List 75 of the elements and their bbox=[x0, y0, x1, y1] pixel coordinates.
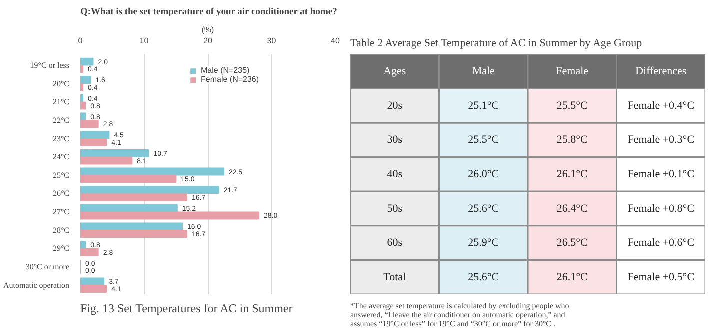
bar bbox=[80, 65, 84, 74]
data-label: 25.9°C bbox=[468, 237, 500, 250]
data-label: 25.6°C bbox=[468, 202, 500, 215]
data-label: Female +0.4°C bbox=[628, 100, 695, 112]
bar bbox=[80, 186, 220, 194]
data-label: 25.1°C bbox=[468, 100, 500, 112]
y-tick-label: 23°C bbox=[52, 134, 70, 144]
y-tick-label: 24°C bbox=[52, 152, 70, 162]
data-label: Female +0.8°C bbox=[628, 202, 695, 215]
bar bbox=[80, 94, 84, 102]
text: *The average set temperature is calculated by excluding people who answered, “I leave the air conditioner on automatic operation,” and assumes “19°C or less” for 19°C and “30°C or more” for 30°C . bbox=[350, 302, 570, 328]
data-label: 26.1°C bbox=[556, 168, 588, 180]
data-label: 26.4°C bbox=[556, 202, 588, 215]
bar bbox=[80, 58, 94, 66]
y-tick-label: 40s bbox=[387, 168, 403, 180]
bar bbox=[80, 175, 177, 184]
bar bbox=[80, 241, 86, 250]
legend-label: Male (N=235) bbox=[201, 66, 250, 75]
data-label: 25.5°C bbox=[468, 134, 500, 146]
caption: Fig. 13 Set Temperatures for AC in Summer bbox=[80, 302, 293, 316]
y-tick-label: 30s bbox=[387, 134, 403, 146]
x-tick-label: Female bbox=[556, 66, 589, 78]
y-tick-label: 19°C or less bbox=[30, 60, 70, 70]
bar bbox=[80, 278, 105, 286]
bar bbox=[80, 168, 224, 176]
chart-title: Q:What is the set temperature of your air conditioner at home? bbox=[80, 8, 338, 18]
y-tick-label: 60s bbox=[387, 237, 403, 250]
y-axis-title: Ages bbox=[384, 66, 406, 78]
bar bbox=[80, 131, 110, 140]
y-tick-label: 29°C bbox=[52, 244, 70, 254]
bar bbox=[80, 222, 183, 231]
y-tick-label: 20°C bbox=[52, 79, 70, 88]
bar bbox=[80, 102, 86, 110]
data-label: 26.5°C bbox=[556, 237, 588, 250]
y-tick-label: 50s bbox=[387, 202, 403, 215]
x-axis-title: (%) bbox=[202, 26, 215, 34]
x-tick-label: Male bbox=[472, 66, 496, 78]
y-tick-label: 20s bbox=[387, 100, 403, 112]
y-tick-label: 22°C bbox=[52, 116, 70, 125]
x-tick-label: 0 bbox=[78, 36, 84, 46]
bar bbox=[80, 138, 108, 146]
x-tick-label: 10 bbox=[140, 36, 150, 46]
data-label: 26.0°C bbox=[468, 168, 500, 180]
x-tick-label: 20 bbox=[204, 36, 213, 46]
y-tick-label: 25°C bbox=[52, 170, 70, 180]
y-tick-label: 30°C or more bbox=[26, 262, 70, 272]
data-label: Female +0.3°C bbox=[628, 134, 695, 146]
data-label: Female +0.6°C bbox=[628, 237, 695, 250]
data-label: 25.6°C bbox=[468, 271, 500, 284]
y-tick-label: 27°C bbox=[52, 208, 70, 217]
bar bbox=[80, 120, 99, 128]
y-tick-label: 28°C bbox=[52, 226, 70, 235]
data-label: 25.5°C bbox=[556, 100, 588, 112]
bar bbox=[80, 212, 260, 220]
data-label: Female +0.1°C bbox=[628, 168, 695, 180]
bar bbox=[80, 248, 99, 256]
x-tick-label: 30 bbox=[267, 36, 277, 46]
bar bbox=[80, 76, 92, 84]
data-label: 25.8°C bbox=[556, 134, 588, 146]
legend-label: Female (N=236) bbox=[201, 75, 260, 84]
bar bbox=[80, 149, 150, 158]
bar bbox=[80, 285, 108, 293]
y-tick-label: Automatic operation bbox=[4, 280, 70, 290]
y-tick-label: 26°C bbox=[52, 189, 70, 198]
y-tick-label: Total bbox=[384, 271, 406, 284]
data-label: Female +0.5°C bbox=[628, 271, 695, 284]
chart-title: Table 2 Average Set Temperature of AC in Summer by Age Group bbox=[350, 38, 643, 50]
bar bbox=[80, 230, 188, 238]
bar bbox=[80, 156, 133, 165]
x-tick-label: Differences bbox=[636, 66, 687, 78]
x-tick-label: 40 bbox=[331, 36, 340, 46]
data-label: 26.1°C bbox=[556, 271, 588, 284]
bar bbox=[80, 193, 188, 202]
y-tick-label: 21°C bbox=[52, 98, 70, 107]
bar bbox=[80, 83, 84, 92]
